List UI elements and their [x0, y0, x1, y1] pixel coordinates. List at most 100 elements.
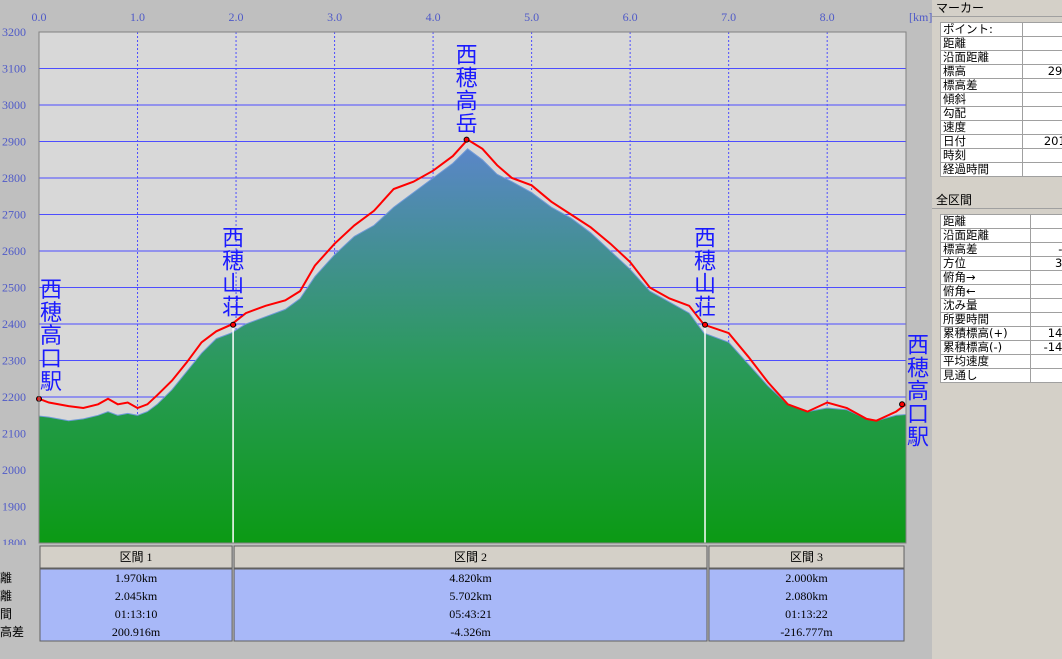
marker-row: 距離4. — [940, 36, 1062, 51]
waypoint-dot — [702, 321, 709, 328]
all-section-row: 所要時間08 — [940, 312, 1062, 327]
marker-label: 速度 — [940, 120, 1023, 135]
waypoint-label-char: 西 — [456, 44, 478, 69]
all-section-row: 俯角→3 — [940, 270, 1062, 285]
section-value: 2.080km — [785, 589, 828, 603]
section-value: 2.000km — [785, 571, 828, 585]
marker-row: 沿面距離5. — [940, 50, 1062, 65]
x-tick-label: 4.0 — [426, 10, 441, 24]
section-row-label: 高差 — [0, 624, 24, 639]
all-section-label: 沿面距離 — [940, 228, 1031, 243]
marker-label: 傾斜 — [940, 92, 1023, 107]
waypoint-label-char: 高 — [40, 324, 62, 349]
section-value: 200.916m — [112, 625, 161, 639]
section-header-label: 区間 3 — [790, 550, 823, 564]
section-row-label: 間 — [0, 607, 12, 621]
y-tick-label: 2100 — [2, 427, 26, 441]
waypoint-label-char: 穂 — [40, 301, 62, 326]
section-header[interactable] — [39, 545, 233, 569]
y-tick-label: 2700 — [2, 208, 26, 222]
waypoint-dot — [899, 401, 906, 408]
all-section-row: 距離8. — [940, 214, 1062, 229]
y-tick-label: 2800 — [2, 171, 26, 185]
all-section-value — [1029, 298, 1062, 313]
x-axis-unit: [km] — [909, 10, 932, 24]
x-tick-label: 1.0 — [130, 10, 145, 24]
x-tick-label: 6.0 — [623, 10, 638, 24]
all-section-value: -20 — [1029, 242, 1062, 257]
waypoint-label-char: 穂 — [907, 356, 929, 381]
marker-label: 標高 — [940, 64, 1023, 79]
marker-value: 5. — [1021, 50, 1062, 65]
section-row-label: 離 — [0, 589, 12, 603]
all-section-panel-title: 全区間 — [932, 192, 1062, 209]
section-row-label: 離 — [0, 571, 12, 585]
section-value: -216.777m — [780, 625, 833, 639]
all-section-value: -1487 — [1029, 340, 1062, 355]
all-section-value: -3 — [1029, 284, 1062, 299]
waypoint-label-char: 岳 — [456, 113, 478, 138]
y-tick-label: 2200 — [2, 390, 26, 404]
all-section-label: 累積標高(-) — [940, 340, 1031, 355]
marker-value: -1 — [1021, 78, 1062, 93]
section-header[interactable] — [233, 545, 708, 569]
y-tick-label: 2900 — [2, 135, 26, 149]
all-section-label: 距離 — [940, 214, 1031, 229]
y-tick-label: 2000 — [2, 463, 26, 477]
x-tick-label: 0.0 — [32, 10, 47, 24]
all-section-row: 方位325 — [940, 256, 1062, 271]
marker-row: 経過時間04 — [940, 162, 1062, 177]
marker-label: 沿面距離 — [940, 50, 1023, 65]
marker-value: 4. — [1021, 36, 1062, 51]
waypoint-label-char: 口 — [40, 347, 62, 372]
all-section-value: 見 — [1029, 368, 1062, 383]
section-header[interactable] — [708, 545, 905, 569]
marker-row: 日付2017/ — [940, 134, 1062, 149]
all-section-row: 俯角←-3 — [940, 284, 1062, 299]
waypoint-label-char: 穂 — [694, 250, 716, 275]
marker-value: 2017/ — [1021, 134, 1062, 149]
section-header-label: 区間 2 — [454, 550, 487, 564]
section-value: 01:13:10 — [115, 607, 158, 621]
waypoint-label-char: 駅 — [40, 370, 62, 395]
all-section-value: 8. — [1029, 214, 1062, 229]
all-section-row: 累積標高(-)-1487 — [940, 340, 1062, 355]
waypoint-label-char: 西 — [907, 333, 929, 358]
waypoint-label-char: 駅 — [907, 425, 929, 450]
marker-value: - — [1021, 92, 1062, 107]
all-section-value: 325 — [1029, 256, 1062, 271]
marker-value: No — [1021, 22, 1062, 37]
x-tick-label: 7.0 — [721, 10, 736, 24]
waypoint-label-char: 山 — [694, 273, 716, 298]
section-value: -4.326m — [450, 625, 491, 639]
all-section-label: 見通し — [940, 368, 1031, 383]
marker-label: 日付 — [940, 134, 1023, 149]
waypoint-label-char: 西 — [222, 227, 244, 252]
x-tick-label: 5.0 — [524, 10, 539, 24]
section-values-cell — [39, 568, 233, 642]
marker-value: - — [1021, 106, 1062, 121]
all-section-value: 1467 — [1029, 326, 1062, 341]
marker-info-table: ポイント:No距離4.沿面距離5.標高2909標高差-1傾斜-勾配-速度0.日付… — [940, 22, 1062, 177]
y-tick-label: 2500 — [2, 281, 26, 295]
all-section-value: 9. — [1029, 228, 1062, 243]
waypoint-dot — [230, 321, 237, 328]
section-values-cell — [233, 568, 708, 642]
marker-label: 時刻 — [940, 148, 1023, 163]
marker-row: 標高2909 — [940, 64, 1062, 79]
waypoint-dot — [463, 136, 470, 143]
all-section-value: 3 — [1029, 270, 1062, 285]
all-section-label: 俯角→ — [940, 270, 1031, 285]
marker-value: 04 — [1021, 162, 1062, 177]
waypoint-label-char: 荘 — [222, 296, 244, 321]
marker-value: 2909 — [1021, 64, 1062, 79]
all-section-value: 1. — [1029, 354, 1062, 369]
all-section-label: 俯角← — [940, 284, 1031, 299]
marker-row: 勾配- — [940, 106, 1062, 121]
y-tick-label: 3000 — [2, 98, 26, 112]
all-section-label: 沈み量 — [940, 298, 1031, 313]
y-tick-label: 1900 — [2, 500, 26, 514]
y-tick-label: 2300 — [2, 354, 26, 368]
